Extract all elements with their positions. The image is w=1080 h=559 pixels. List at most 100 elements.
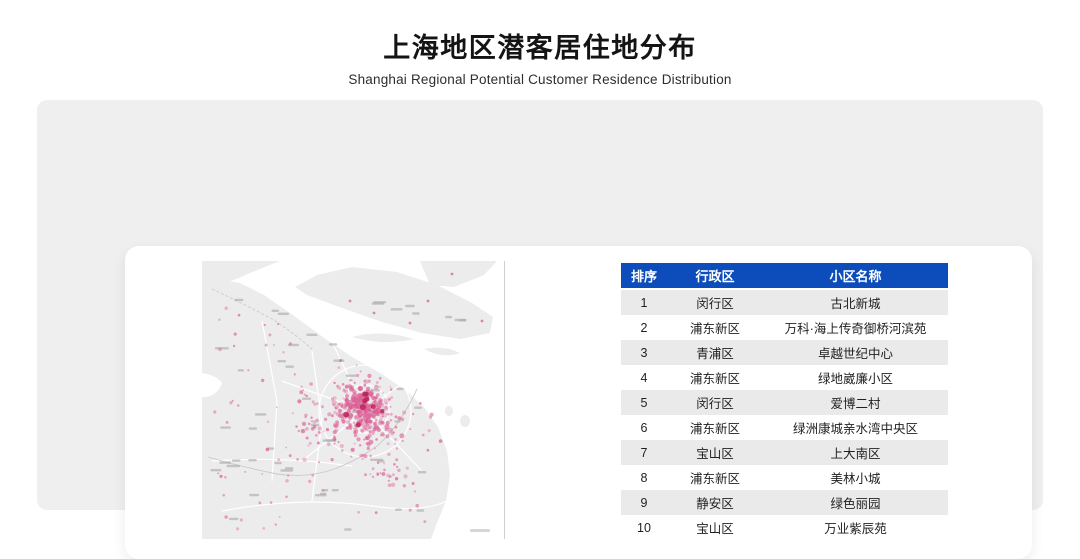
customer-dot <box>218 347 222 352</box>
map-town-label <box>417 471 427 474</box>
customer-dot <box>304 413 308 417</box>
customer-dot <box>336 412 341 417</box>
map-lake <box>202 373 222 397</box>
map-town-label <box>301 397 312 400</box>
customer-dot <box>376 461 380 465</box>
customer-dot <box>293 373 296 376</box>
customer-dot <box>400 417 405 422</box>
customer-dot <box>347 384 352 389</box>
customer-dot <box>285 446 288 449</box>
customer-dot <box>327 442 331 447</box>
customer-dot <box>349 424 353 428</box>
customer-dot <box>374 414 377 417</box>
customer-dot <box>399 433 405 439</box>
customer-dot <box>317 426 322 431</box>
customer-dot <box>411 482 415 485</box>
customer-dot <box>348 425 351 428</box>
map-town-label <box>254 413 267 416</box>
customer-dot <box>296 458 299 461</box>
customer-dot <box>333 424 338 429</box>
map-town-label <box>277 312 289 315</box>
customer-dot <box>368 419 373 424</box>
customer-dot <box>426 299 430 303</box>
map-town-label <box>371 389 380 392</box>
customer-dot <box>392 431 395 434</box>
customer-dot <box>291 412 294 415</box>
customer-dot <box>368 426 371 429</box>
customer-dot <box>372 311 376 315</box>
customer-dot <box>344 398 349 403</box>
table-row: 9 静安区 绿色丽园 <box>621 490 948 515</box>
customer-dot <box>389 388 393 391</box>
customer-dot <box>287 474 290 477</box>
customer-dot <box>408 321 412 325</box>
customer-dot <box>374 511 378 514</box>
table-row: 1 闵行区 古北新城 <box>621 290 948 315</box>
page-title: 上海地区潜客居住地分布 <box>383 33 697 63</box>
customer-dot <box>274 523 277 526</box>
customer-dot <box>339 402 344 406</box>
ranking-table-header: 排序 行政区 小区名称 <box>621 263 948 290</box>
customer-dot <box>402 484 407 488</box>
map-town-label <box>214 347 229 350</box>
map-town-label <box>310 423 320 427</box>
customer-dot <box>345 426 350 430</box>
map-town-label <box>395 508 402 511</box>
customer-dot <box>356 393 361 397</box>
community-cell: 绿洲康城亲水湾中央区 <box>792 422 918 436</box>
customer-dot <box>218 318 221 321</box>
customer-dot <box>354 405 359 410</box>
customer-dot <box>365 423 370 427</box>
map-town-label <box>274 461 282 465</box>
ranking-table: 排序 行政区 小区名称 1 闵行区 古北新城 2 浦东新区 万科·海上传奇御桥河滨苑 3 青浦区卓… <box>621 263 948 540</box>
customer-dot <box>370 414 374 418</box>
customer-dot <box>360 419 364 423</box>
customer-dot <box>358 398 362 402</box>
customer-dot <box>229 401 233 405</box>
column-header-1: 排序 <box>621 263 667 290</box>
customer-dot <box>346 426 350 430</box>
district-cell: 闵行区 <box>667 390 763 415</box>
customer-density-dots <box>213 272 484 531</box>
customer-dot <box>340 404 344 408</box>
content-card: 排序 行政区 小区名称 1 闵行区 古北新城 2 浦东新区 万科·海上传奇御桥河滨苑 3 青浦区卓… <box>125 246 1032 559</box>
customer-dot <box>224 306 228 310</box>
community-cell: 绿色丽园 <box>763 490 948 515</box>
customer-dot <box>377 404 382 409</box>
customer-dot <box>301 421 307 426</box>
customer-dot <box>389 405 392 408</box>
community-cell: 卓越世纪中心 <box>763 340 948 365</box>
map-town-label <box>220 426 231 429</box>
customer-dot <box>314 433 318 437</box>
map-town-label <box>228 517 239 521</box>
customer-dot <box>349 399 352 403</box>
customer-dot <box>373 421 378 425</box>
customer-dot <box>359 404 366 411</box>
customer-dot <box>363 427 366 430</box>
customer-dot <box>423 520 427 524</box>
map-town-label <box>373 301 387 304</box>
district-cell: 宝山区 <box>667 440 763 465</box>
customer-dot <box>300 428 306 434</box>
customer-dot <box>362 425 366 429</box>
customer-dot <box>429 412 434 417</box>
customer-dot <box>382 392 384 394</box>
map-town-label <box>315 494 327 497</box>
map-islet <box>460 415 470 427</box>
customer-dot <box>368 408 371 411</box>
customer-dot <box>376 473 380 476</box>
customer-dot <box>337 441 340 443</box>
customer-dot <box>354 414 358 418</box>
customer-dot <box>376 401 381 405</box>
customer-dot <box>405 466 409 470</box>
customer-dot <box>224 515 228 519</box>
rank-cell: 4 <box>640 370 648 385</box>
district-cell: 浦东新区 <box>689 422 740 436</box>
customer-dot <box>387 413 390 416</box>
customer-dot <box>382 415 384 418</box>
map-land-changxing <box>352 333 414 343</box>
table-row: 2 浦东新区 万科·海上传奇御桥河滨苑 <box>621 315 948 340</box>
map-town-label <box>232 459 241 462</box>
customer-dot <box>361 457 364 461</box>
column-header-2: 行政区 <box>667 263 763 290</box>
